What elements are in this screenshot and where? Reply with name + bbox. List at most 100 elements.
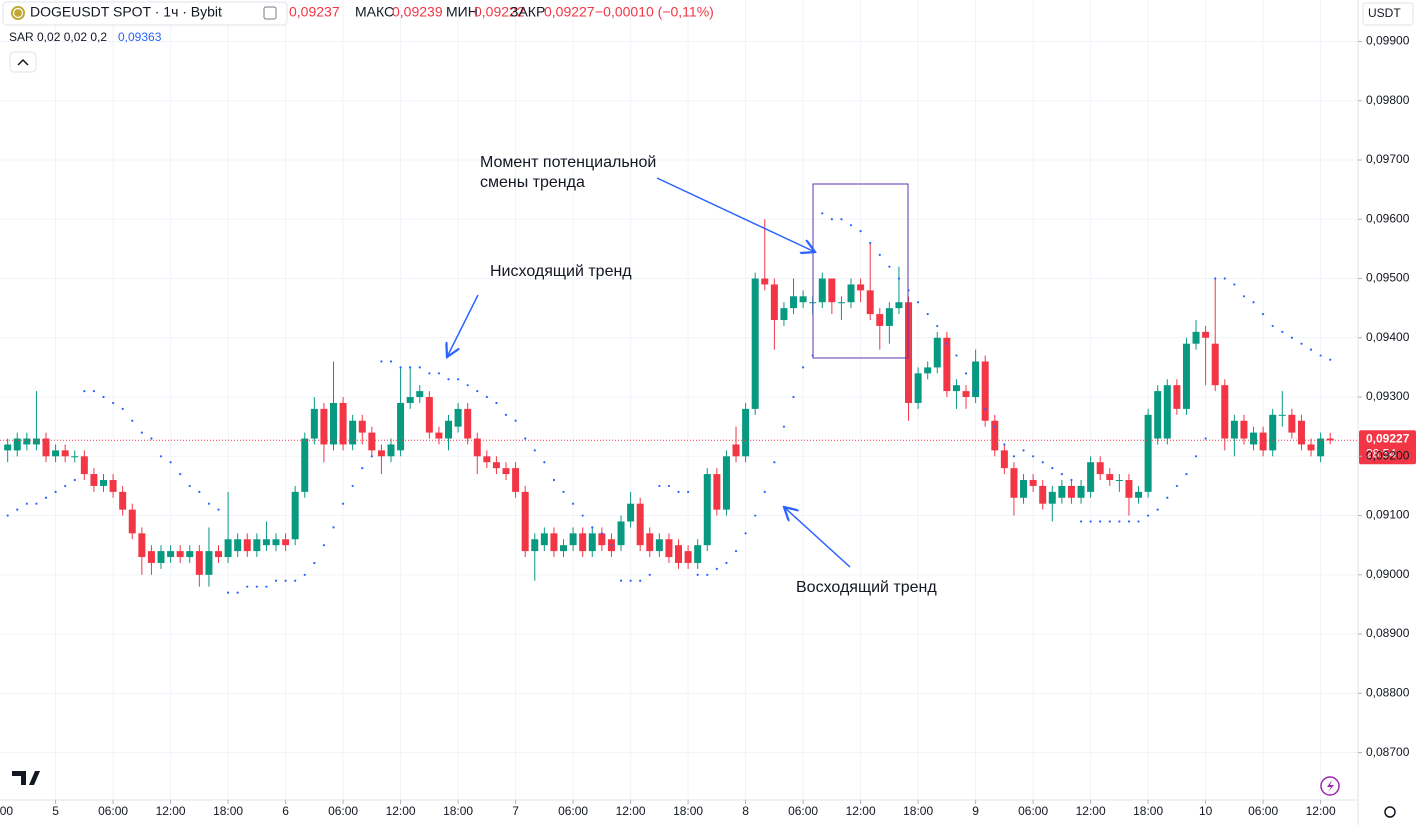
candle-body: [4, 444, 12, 451]
sar-dot: [1319, 354, 1322, 357]
sar-dot: [217, 508, 220, 511]
candle-body: [80, 456, 88, 475]
candle-body: [406, 397, 414, 403]
sar-dot: [131, 419, 134, 422]
settings-icon[interactable]: [1384, 806, 1396, 818]
candle-body: [684, 551, 692, 563]
candle-body: [32, 438, 40, 445]
sar-dot: [754, 514, 757, 517]
y-tick-label: 0,09500: [1366, 271, 1410, 285]
sar-dot: [207, 502, 211, 505]
chevron-icon: [17, 58, 29, 66]
candle-body: [1269, 414, 1277, 451]
ohlc-value: 0,09239: [392, 4, 443, 20]
candle-body: [349, 420, 357, 445]
sar-dot: [639, 579, 642, 582]
y-tick-label: 0,09200: [1366, 448, 1410, 462]
candle-body: [157, 551, 165, 563]
candle-body: [847, 284, 855, 303]
candle-body: [722, 456, 730, 510]
sar-dot: [1012, 455, 1016, 458]
candle-body: [703, 474, 711, 546]
symbol-box[interactable]: [2, 1, 288, 26]
candle-body: [416, 391, 424, 398]
candle-body: [1259, 432, 1267, 451]
x-tick-label: 06:00: [1248, 804, 1278, 818]
annotation: Момент потенциальной: [480, 154, 656, 171]
sar-dot: [993, 425, 996, 428]
sar-dot: [169, 461, 172, 464]
candle-body: [1058, 485, 1066, 498]
candle-body: [339, 402, 347, 445]
collapse-button[interactable]: [9, 51, 37, 73]
x-tick-label: 12:00: [156, 804, 186, 818]
candle-body: [176, 551, 184, 558]
arrow: [784, 507, 851, 568]
candle-body: [397, 402, 405, 451]
candle-body: [90, 474, 98, 486]
candle-body: [128, 509, 136, 534]
compare-icon[interactable]: [263, 6, 277, 20]
candle-body: [454, 408, 462, 427]
candle-body: [962, 391, 970, 398]
candle-body: [837, 302, 845, 304]
sar-dot: [1185, 472, 1188, 476]
price-badge-bg: [1359, 430, 1416, 465]
plot: [0, 212, 1358, 594]
sar-dot: [859, 230, 862, 233]
logo[interactable]: [12, 771, 40, 785]
candle-body: [799, 296, 807, 303]
candle-body: [1250, 432, 1258, 445]
sar-dot: [677, 490, 680, 493]
x-tick-label: 18:00: [673, 804, 703, 818]
sar-dot: [495, 401, 498, 405]
sar-dot: [188, 484, 191, 488]
sar-dot: [926, 312, 929, 316]
sar-dot: [1166, 496, 1169, 499]
candle-body: [320, 408, 328, 445]
sar-dot: [226, 591, 230, 594]
sar-dot: [456, 378, 460, 381]
y-tick-label: 0,09700: [1366, 152, 1410, 166]
sar-dot: [246, 585, 249, 588]
x-tick-label: 06:00: [558, 804, 588, 818]
currency-box[interactable]: [1362, 2, 1414, 26]
sar-dot: [1281, 330, 1284, 333]
countdown: 28:54: [1366, 446, 1396, 460]
sar-dot: [1137, 520, 1140, 523]
x-tick-label: 10: [1199, 804, 1213, 818]
alert-icon: [1327, 780, 1334, 792]
candle-body: [1182, 343, 1190, 409]
ohlc-key: МАКС: [355, 4, 394, 20]
candle-body: [1202, 331, 1210, 338]
candle-body: [1020, 480, 1028, 498]
y-tick-label: 0,09600: [1366, 211, 1410, 225]
x-tick-label: 18:00: [0, 804, 13, 818]
alert-icon[interactable]: [1320, 776, 1340, 796]
candle-body: [224, 539, 232, 558]
sar-dot: [341, 502, 345, 505]
candle-body: [186, 551, 194, 558]
sar-dot: [1127, 520, 1131, 523]
sar-dot: [984, 407, 987, 410]
sar-dot: [782, 425, 786, 428]
candle-body: [1067, 485, 1075, 498]
coin-icon: [12, 7, 24, 19]
y-tick-label: 0,09300: [1366, 389, 1410, 403]
sar-dot: [1051, 467, 1054, 470]
sar-dot: [6, 514, 9, 517]
sar-dot: [878, 253, 881, 256]
candle-body: [751, 278, 759, 409]
sar-dot: [581, 514, 584, 517]
candle-body: [425, 397, 433, 433]
sar-dot: [179, 472, 182, 476]
candle-body: [866, 290, 874, 315]
candle-body: [790, 296, 798, 309]
sar-dot: [370, 455, 373, 458]
y-tick-label: 0,09400: [1366, 330, 1410, 344]
candle-body: [243, 539, 251, 552]
sar-dot: [54, 490, 57, 493]
sar-dot: [1309, 348, 1313, 351]
candle-body: [598, 533, 606, 546]
sar-dot: [1118, 520, 1121, 523]
